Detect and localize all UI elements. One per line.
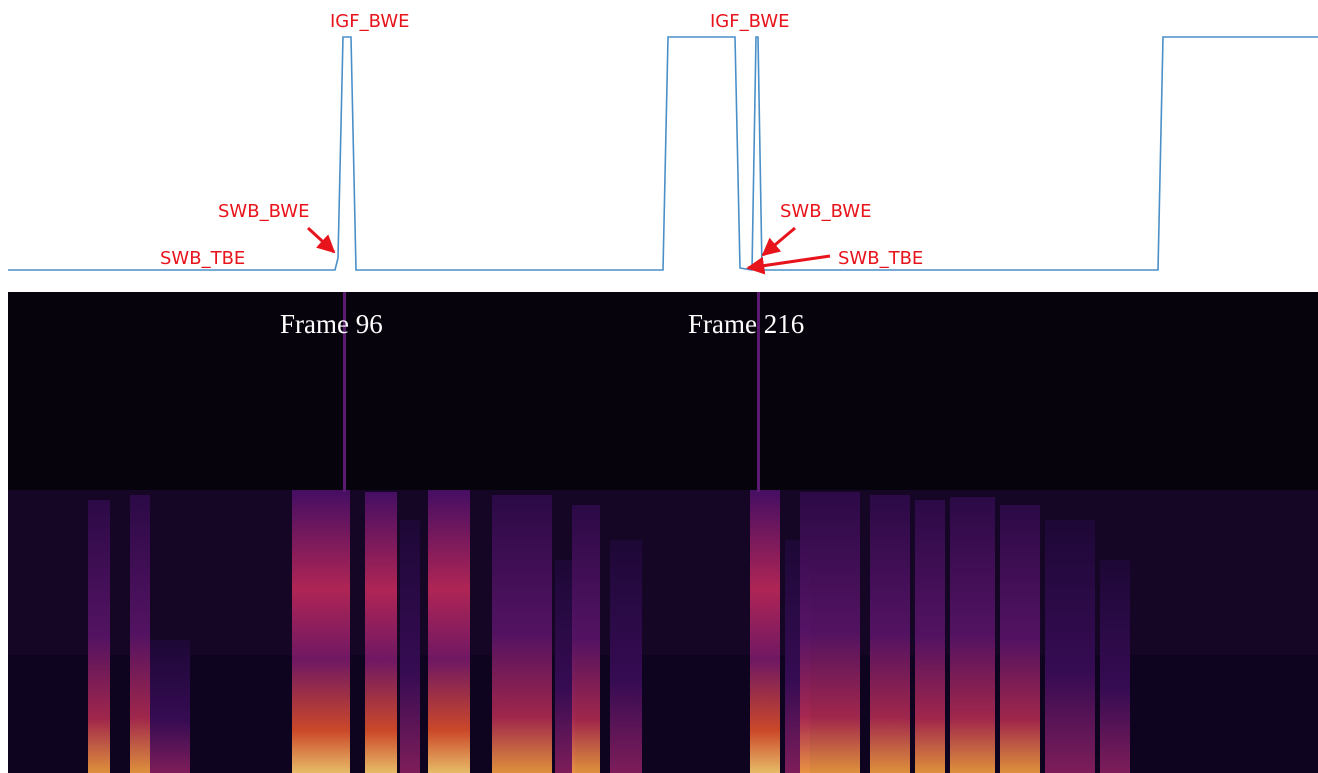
annotation: IGF_BWE: [330, 11, 410, 32]
spectral-band: [800, 492, 860, 773]
spectral-band: [365, 492, 397, 773]
transient-line: [343, 292, 346, 492]
spectral-band: [292, 490, 350, 773]
annotation: SWB_TBE: [160, 248, 245, 269]
spectral-band: [870, 495, 910, 773]
spectral-band: [492, 495, 552, 773]
spectral-band: [1000, 505, 1040, 773]
spectral-band: [572, 505, 600, 773]
annotation: IGF_BWE: [710, 11, 790, 32]
spectral-band: [150, 640, 190, 773]
transient-line: [757, 292, 760, 492]
mode-line: [8, 36, 1318, 271]
spectral-band: [1045, 520, 1095, 773]
arrow: [746, 254, 831, 275]
arrow: [306, 226, 336, 254]
spectral-band: [400, 520, 420, 773]
annotation: SWB_BWE: [218, 201, 309, 222]
arrow: [761, 226, 796, 257]
spectral-band: [1100, 560, 1130, 773]
frame-label: Frame 96: [280, 309, 383, 339]
spectral-band: [88, 500, 110, 773]
spectral-band: [130, 495, 150, 773]
spectral-band: [555, 560, 575, 773]
spectral-band: [610, 540, 642, 773]
annotation: SWB_BWE: [780, 201, 871, 222]
spectral-band: [915, 500, 945, 773]
spectral-band: [750, 490, 780, 773]
spectrogram: [8, 292, 1318, 773]
frame-label: Frame 216: [688, 309, 804, 339]
annotation: SWB_TBE: [838, 248, 923, 269]
spectral-band: [950, 497, 995, 773]
spectral-band: [428, 490, 470, 773]
